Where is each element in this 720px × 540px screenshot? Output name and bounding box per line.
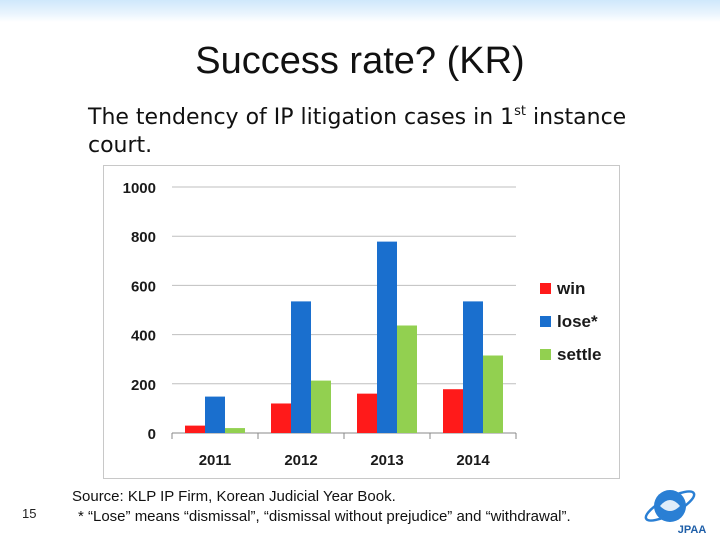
legend-label: lose* xyxy=(557,312,598,331)
chart-frame: 0 200 400 600 800 1000 2011 2012 2013 2014 win lose… xyxy=(103,165,620,479)
footnote-text: * “Lose” means “dismissal”, “dismissal w… xyxy=(78,508,571,525)
legend-label: win xyxy=(556,279,585,298)
logo-text: JPAA xyxy=(678,524,707,536)
y-tick-label: 800 xyxy=(131,229,156,246)
bar-win-2012 xyxy=(271,403,291,433)
page-number: 15 xyxy=(22,506,37,521)
jpaa-logo: JPAA xyxy=(644,490,707,536)
legend-swatch-win xyxy=(540,283,551,294)
y-tick-label: 1000 xyxy=(123,180,156,197)
y-tick-label: 0 xyxy=(148,426,156,443)
y-tick-label: 400 xyxy=(131,328,156,345)
legend-swatch-settle xyxy=(540,349,551,360)
bar-settle-2014 xyxy=(483,355,503,433)
legend-swatch-lose xyxy=(540,316,551,327)
x-tick-label: 2013 xyxy=(370,452,403,469)
y-tick-label: 600 xyxy=(131,278,156,295)
bar-lose-2013 xyxy=(377,241,397,433)
subtitle-text-end: instance court. xyxy=(88,105,627,158)
bar-lose-2011 xyxy=(205,396,225,433)
bar-settle-2011 xyxy=(225,428,245,433)
top-band xyxy=(0,0,720,22)
legend-label: settle xyxy=(557,345,601,364)
source-text: Source: KLP IP Firm, Korean Judicial Yea… xyxy=(72,488,396,505)
bar-settle-2013 xyxy=(397,325,417,433)
slide-subtitle: The tendency of IP litigation cases in 1… xyxy=(88,104,648,160)
slide-title: Success rate? (KR) xyxy=(195,40,525,82)
subtitle-text: The tendency of IP litigation cases in 1 xyxy=(88,105,515,130)
bar-lose-2014 xyxy=(463,301,483,433)
x-tick-label: 2011 xyxy=(199,452,232,469)
bar-settle-2012 xyxy=(311,380,331,433)
bar-win-2014 xyxy=(443,389,463,433)
bar-win-2013 xyxy=(357,393,377,433)
bar-win-2011 xyxy=(185,425,205,433)
bar-chart: 0 200 400 600 800 1000 2011 2012 2013 2014 win lose… xyxy=(123,180,602,469)
bar-lose-2012 xyxy=(291,301,311,433)
y-tick-label: 200 xyxy=(131,377,156,394)
x-tick-label: 2012 xyxy=(284,452,317,469)
subtitle-superscript: st xyxy=(514,104,527,119)
x-tick-label: 2014 xyxy=(456,452,490,469)
